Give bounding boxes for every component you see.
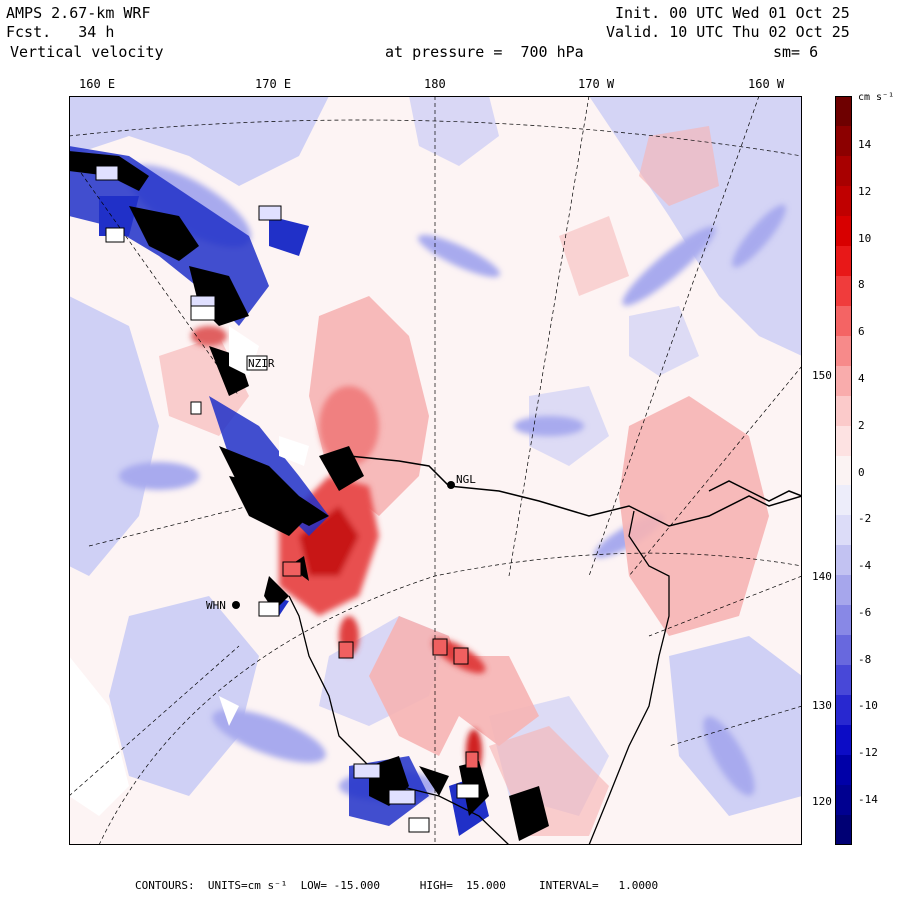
smoothing-value: sm= 6 xyxy=(773,43,819,61)
coastline-west xyxy=(288,595,510,846)
colorbar-segment xyxy=(835,185,852,217)
ice-edge-east xyxy=(708,480,803,502)
colorbar-segment xyxy=(835,275,852,307)
coastline-east xyxy=(588,510,670,846)
graticule xyxy=(68,95,803,846)
map-svg xyxy=(68,95,803,846)
model-title: AMPS 2.67-km WRF xyxy=(6,4,151,22)
colorbar-tick-label: 6 xyxy=(858,325,865,339)
colorbar-segment xyxy=(835,125,852,157)
colorbar-segment xyxy=(835,785,852,816)
colorbar-tick-label: -8 xyxy=(858,652,872,666)
forecast-hour: Fcst. 34 h xyxy=(6,23,115,41)
colorbar-tick-label: -10 xyxy=(858,699,878,713)
lon-label-180: 180 xyxy=(424,77,446,91)
colorbar-segment xyxy=(835,575,852,606)
colorbar-tick-label: -2 xyxy=(858,512,872,526)
vertical-velocity-map xyxy=(68,95,803,846)
lon-label-160w: 160 W xyxy=(748,77,785,91)
colorbar-tick-label: -14 xyxy=(858,793,878,806)
colorbar-tick-label: -12 xyxy=(858,746,878,760)
colorbar-tick-label: 14 xyxy=(858,138,872,151)
station-ngl-label: NGL xyxy=(456,473,476,486)
colorbar-segment xyxy=(835,96,852,127)
colorbar-segment xyxy=(835,605,852,636)
colorbar-segment xyxy=(835,305,852,337)
colorbar-segment xyxy=(835,695,852,726)
colorbar-segment xyxy=(835,365,852,397)
colorbar-segment xyxy=(835,515,852,546)
map-frame xyxy=(69,96,802,845)
colorbar-segment xyxy=(835,755,852,786)
extrema-labels xyxy=(95,165,480,833)
lon-label-170w: 170 W xyxy=(578,77,615,91)
colorbar-tick-label: 2 xyxy=(858,418,865,432)
init-time: Init. 00 UTC Wed 01 Oct 25 xyxy=(615,4,850,22)
station-whn xyxy=(232,601,240,609)
lon-label-160e: 160 E xyxy=(79,77,116,91)
station-nzir-label: NZIR xyxy=(248,357,275,370)
colorbar-segment xyxy=(835,485,852,516)
colorbar-segment xyxy=(835,215,852,247)
station-whn-label: WHN xyxy=(206,599,226,612)
station-ngl-marker xyxy=(447,481,455,489)
coastline xyxy=(348,455,803,527)
field-name: Vertical velocity xyxy=(10,43,164,61)
colorbar-segment xyxy=(835,455,852,486)
station-ngl xyxy=(447,481,455,489)
colorbar-segment xyxy=(835,395,852,427)
colorbar-segment xyxy=(835,725,852,756)
downdraft-streaks xyxy=(119,164,786,801)
valid-time: Valid. 10 UTC Thu 02 Oct 25 xyxy=(606,23,850,41)
colorbar-tick-label: 0 xyxy=(858,465,865,479)
colorbar-tick-label: -4 xyxy=(858,559,872,573)
colorbar-segment xyxy=(835,815,852,846)
colorbar-segment xyxy=(835,665,852,696)
colorbar-frame xyxy=(835,96,852,845)
pressure-level: at pressure = 700 hPa xyxy=(385,43,584,61)
colorbar-tick-label: 12 xyxy=(858,184,872,198)
colorbar-segment xyxy=(835,245,852,277)
colorbar-tick-label: 10 xyxy=(858,231,872,245)
colorbar-segment xyxy=(835,635,852,666)
colorbar-units: cm s⁻¹ xyxy=(858,92,895,103)
colorbar-segment xyxy=(835,425,852,456)
lon-label-170e: 170 E xyxy=(255,77,292,91)
contour-info-footer: CONTOURS: UNITS=cm s⁻¹ LOW= -15.000 HIGH… xyxy=(135,879,659,892)
colorbar-tick-label: -6 xyxy=(858,605,872,619)
colorbar xyxy=(835,96,852,846)
colorbar-segment xyxy=(835,155,852,187)
station-whn-marker xyxy=(232,601,240,609)
colorbar-segment xyxy=(835,335,852,367)
colorbar-segment xyxy=(835,545,852,576)
colorbar-tick-label: 4 xyxy=(858,371,865,385)
colorbar-tick-label: 8 xyxy=(858,278,865,292)
